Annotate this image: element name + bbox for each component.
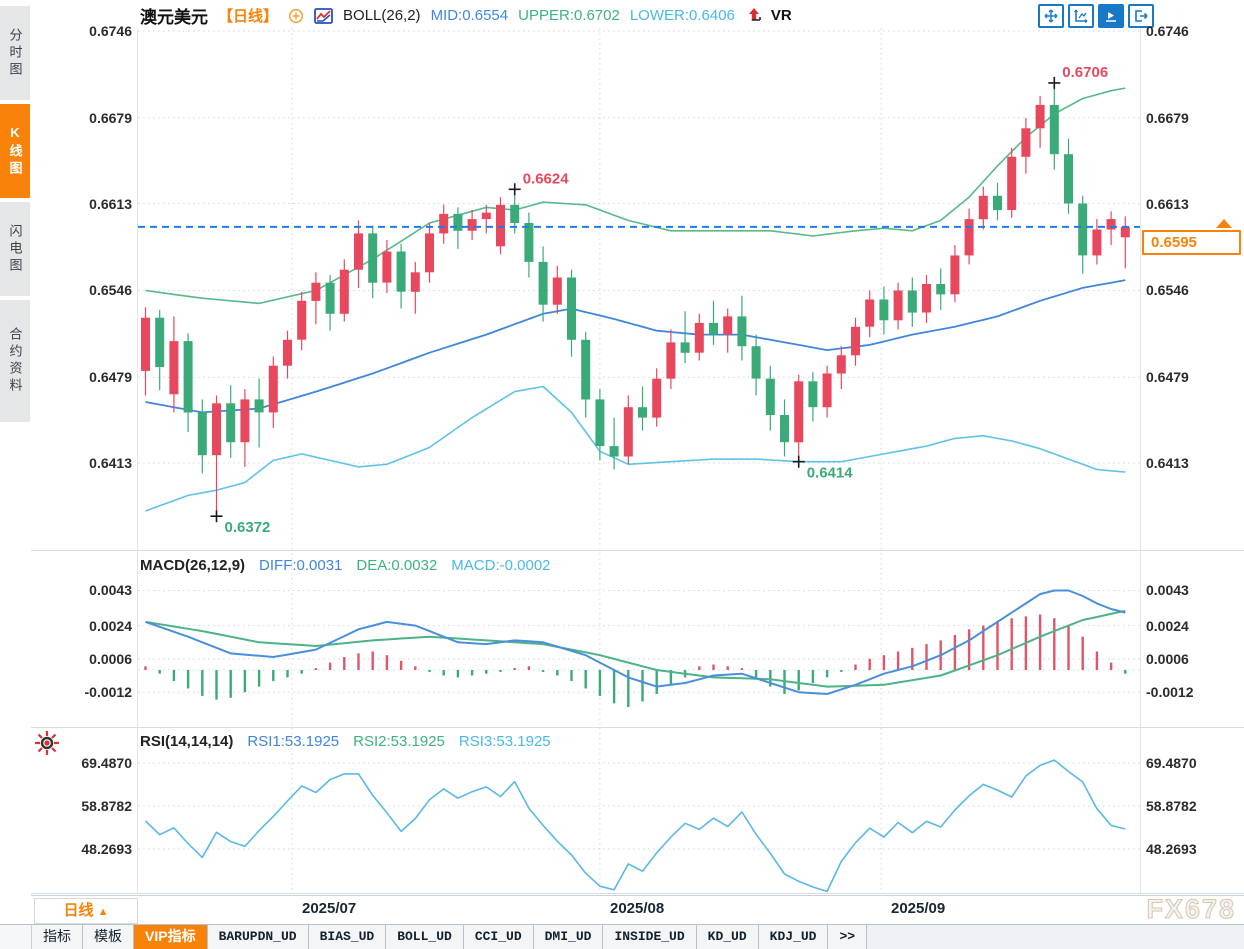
period-selector-label: 日线 [63, 902, 94, 919]
bottom-tab-4[interactable]: BARUPDN_UD [207, 925, 309, 949]
bottom-tab-1[interactable]: 指标 [32, 925, 83, 949]
price-tick-label: 0.6413 [89, 455, 132, 471]
macd-header: MACD(26,12,9) DIFF:0.0031 DEA:0.0032 MAC… [140, 557, 551, 574]
price-tick-label: 0.6746 [89, 23, 132, 39]
rsi-header: RSI(14,14,14) RSI1:53.1925 RSI2:53.1925 … [140, 733, 551, 750]
macd-tick-label: 0.0024 [89, 618, 132, 634]
bottom-tab-3[interactable]: VIP指标 [134, 925, 208, 949]
price-tick-label: 0.6613 [1146, 196, 1189, 212]
rsi-tick-label: 69.4870 [81, 755, 132, 771]
boll-indicator-label[interactable]: BOLL(26,2) [343, 7, 421, 24]
tabbar-more-button[interactable]: >> [828, 925, 868, 949]
price-tick-label: 0.6679 [1146, 110, 1189, 126]
bottom-tab-8[interactable]: DMI_UD [533, 925, 604, 949]
boll-lower-value: LOWER:0.6406 [629, 7, 735, 24]
price-tick-label: 0.6746 [1146, 23, 1189, 39]
macd-macd-value: MACD:-0.0002 [451, 557, 551, 574]
xaxis-strip: 日线 ▲ 2025/07 2025/08 2025/09 FX678 [31, 894, 1244, 925]
boll-upper-value: UPPER:0.6702 [518, 7, 620, 24]
svg-text:0.6624: 0.6624 [523, 170, 570, 187]
chart-toolbar [1038, 4, 1154, 28]
price-tick-label: 0.6413 [1146, 455, 1189, 471]
rsi-tick-label: 48.2693 [81, 841, 132, 857]
macd-indicator-label[interactable]: MACD(26,12,9) [140, 557, 246, 574]
price-tick-label: 0.6679 [89, 110, 132, 126]
sidebar-item-lightning-chart[interactable]: 闪电图 [0, 202, 30, 296]
macd-dea-value: DEA:0.0032 [356, 557, 438, 574]
price-tick-label: 0.6546 [89, 282, 132, 298]
current-price-tag[interactable]: 0.6595 [1142, 230, 1241, 255]
svg-text:0.6372: 0.6372 [225, 519, 271, 536]
xaxis-month-label: 2025/08 [610, 900, 665, 917]
rsi-tick-label: 69.4870 [1146, 755, 1197, 771]
price-tag-arrow-icon [1216, 219, 1232, 228]
left-sidebar: 分时图 K线图 闪电图 合约资料 [0, 0, 31, 948]
indicator-tabbar: 指标 模板 VIP指标 BARUPDN_UD BIAS_UD BOLL_UD CCI_UD D… [0, 924, 1244, 949]
candlestick-chart-icon[interactable] [314, 7, 333, 24]
chart-header: 澳元美元 【日线】 BOLL(26,2) MID:0.6554 UPPER:0.… [140, 3, 792, 28]
xaxis-month-label: 2025/07 [302, 900, 357, 917]
axis-scale-icon[interactable] [1068, 4, 1094, 28]
sidebar-item-kline-chart[interactable]: K线图 [0, 104, 30, 198]
chevron-up-icon: ▲ [97, 906, 109, 918]
price-tick-label: 0.6546 [1146, 282, 1189, 298]
rsi2-value: RSI2:53.1925 [353, 733, 445, 750]
rsi-tick-label: 48.2693 [1146, 841, 1197, 857]
rsi-tick-label: 58.8782 [1146, 798, 1197, 814]
bottom-tab-5[interactable]: BIAS_UD [308, 925, 387, 949]
sidebar-item-timeshare-chart[interactable]: 分时图 [0, 6, 30, 100]
fx678-watermark: FX678 [1146, 894, 1236, 925]
rsi3-value: RSI3:53.1925 [458, 733, 551, 750]
macd-tick-label: 0.0043 [89, 582, 132, 598]
svg-text:0.6706: 0.6706 [1062, 64, 1108, 81]
xaxis-month-label: 2025/09 [891, 900, 946, 917]
bottom-tab-7[interactable]: CCI_UD [463, 925, 534, 949]
bottom-tab-2[interactable]: 模板 [83, 925, 134, 949]
bottom-tab-9[interactable]: INSIDE_UD [603, 925, 697, 949]
macd-tick-label: 0.0024 [1146, 618, 1189, 634]
tabbar-spacer [0, 925, 32, 949]
vr-indicator-label[interactable]: VR [770, 7, 792, 24]
period-label: 【日线】 [218, 8, 279, 25]
indicator-settings-icon[interactable] [33, 729, 61, 762]
rsi-tick-label: 58.8782 [81, 798, 132, 814]
price-tick-label: 0.6479 [89, 369, 132, 385]
target-circle-icon[interactable] [288, 8, 304, 24]
bottom-tab-6[interactable]: BOLL_UD [386, 925, 464, 949]
rsi-indicator-label[interactable]: RSI(14,14,14) [140, 733, 234, 750]
period-selector-button[interactable]: 日线 ▲ [34, 898, 138, 924]
sidebar-item-contract-info[interactable]: 合约资料 [0, 300, 30, 422]
macd-tick-label: 0.0006 [89, 651, 132, 667]
price-tick-label: 0.6613 [89, 196, 132, 212]
svg-text:0.6414: 0.6414 [807, 465, 854, 482]
macd-tick-label: -0.0012 [1146, 684, 1194, 700]
macd-diff-value: DIFF:0.0031 [259, 557, 343, 574]
symbol-title: 澳元美元 [140, 8, 208, 27]
pan-icon[interactable] [1038, 4, 1064, 28]
exit-icon[interactable] [1128, 4, 1154, 28]
macd-tick-label: -0.0012 [84, 684, 132, 700]
up-arrow-icon[interactable] [747, 7, 761, 24]
bottom-tab-10[interactable]: KD_UD [696, 925, 759, 949]
price-tick-label: 0.6479 [1146, 369, 1189, 385]
macd-tick-label: 0.0043 [1146, 582, 1189, 598]
boll-mid-value: MID:0.6554 [430, 7, 509, 24]
rsi1-value: RSI1:53.1925 [247, 733, 340, 750]
bottom-tab-11[interactable]: KDJ_UD [758, 925, 829, 949]
playback-icon[interactable] [1098, 4, 1124, 28]
macd-tick-label: 0.0006 [1146, 651, 1189, 667]
